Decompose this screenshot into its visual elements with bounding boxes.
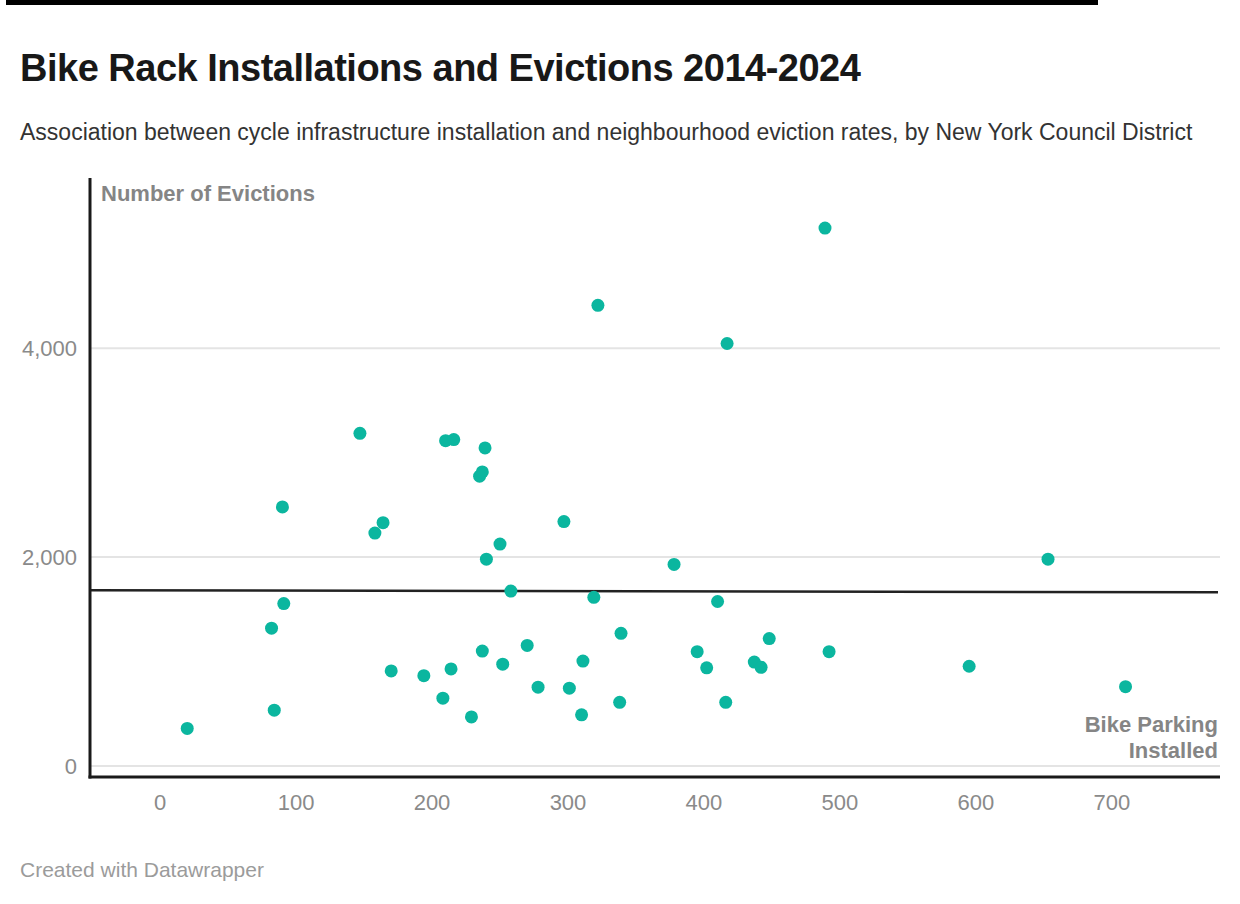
data-point[interactable] (668, 558, 681, 571)
data-point[interactable] (721, 337, 734, 350)
data-point[interactable] (563, 682, 576, 695)
x-tick-label: 0 (154, 790, 166, 815)
x-tick-label: 400 (686, 790, 723, 815)
data-point[interactable] (613, 696, 626, 709)
data-point[interactable] (447, 433, 460, 446)
data-point[interactable] (819, 222, 832, 235)
data-point[interactable] (763, 632, 776, 645)
data-point[interactable] (276, 500, 289, 513)
data-point[interactable] (1042, 553, 1055, 566)
data-point[interactable] (268, 704, 281, 717)
data-point[interactable] (417, 669, 430, 682)
data-point[interactable] (615, 627, 628, 640)
data-point[interactable] (591, 299, 604, 312)
data-point[interactable] (575, 708, 588, 721)
data-point[interactable] (755, 661, 768, 674)
trend-line (90, 590, 1218, 592)
data-point[interactable] (465, 710, 478, 723)
data-point[interactable] (557, 515, 570, 528)
data-point[interactable] (445, 662, 458, 675)
x-tick-label: 300 (550, 790, 587, 815)
data-point[interactable] (700, 661, 713, 674)
datawrapper-chart-page: Bike Rack Installations and Evictions 20… (0, 0, 1240, 904)
data-point[interactable] (480, 553, 493, 566)
data-point[interactable] (277, 597, 290, 610)
data-point[interactable] (493, 538, 506, 551)
data-point[interactable] (504, 585, 517, 598)
x-tick-label: 100 (278, 790, 315, 815)
plot-area: 0 2,000 4,000 0 100 200 300 400 500 600 700 (0, 0, 1240, 904)
y-tick-label: 4,000 (22, 336, 77, 361)
data-point[interactable] (377, 516, 390, 529)
data-point[interactable] (521, 639, 534, 652)
x-tick-label: 600 (958, 790, 995, 815)
data-point[interactable] (479, 441, 492, 454)
data-point[interactable] (823, 645, 836, 658)
y-tick-label: 2,000 (22, 545, 77, 570)
data-point[interactable] (476, 645, 489, 658)
data-point[interactable] (181, 722, 194, 735)
y-tick-label: 0 (65, 754, 77, 779)
data-point[interactable] (436, 692, 449, 705)
x-tick-label: 700 (1094, 790, 1131, 815)
y-axis-title: Number of Evictions (101, 181, 315, 207)
x-tick-label: 200 (414, 790, 451, 815)
data-point[interactable] (532, 681, 545, 694)
data-point[interactable] (476, 465, 489, 478)
data-point[interactable] (691, 645, 704, 658)
data-point[interactable] (719, 696, 732, 709)
attribution: Created with Datawrapper (20, 858, 264, 882)
data-point[interactable] (265, 622, 278, 635)
x-axis-title: Bike Parking Installed (998, 712, 1218, 764)
data-point[interactable] (711, 595, 724, 608)
data-point[interactable] (368, 527, 381, 540)
x-tick-label: 500 (822, 790, 859, 815)
data-point[interactable] (385, 664, 398, 677)
data-point[interactable] (1119, 680, 1132, 693)
data-point[interactable] (576, 655, 589, 668)
data-point[interactable] (587, 591, 600, 604)
data-point[interactable] (963, 660, 976, 673)
data-point[interactable] (496, 658, 509, 671)
data-point[interactable] (353, 427, 366, 440)
